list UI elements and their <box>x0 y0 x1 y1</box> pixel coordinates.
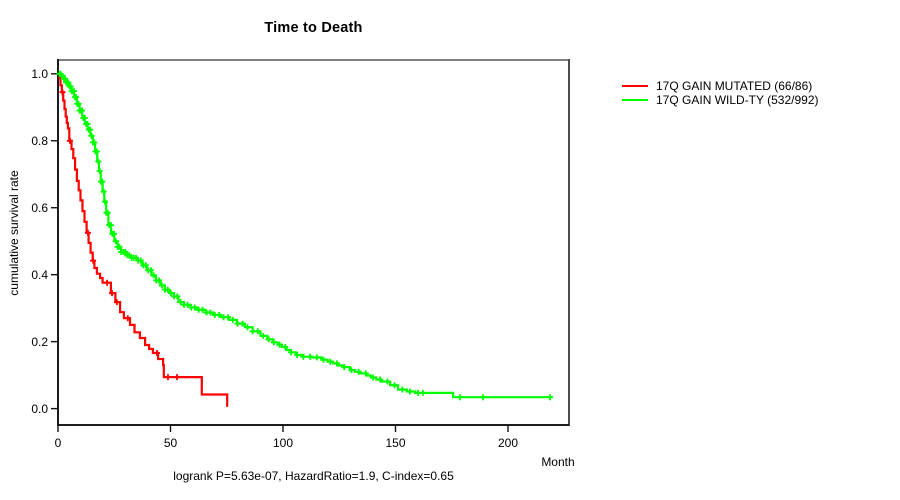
stats-annotation: logrank P=5.63e-07, HazardRatio=1.9, C-i… <box>173 469 454 483</box>
x-axis-label: Month <box>541 455 575 469</box>
censor-ticks-mutated <box>59 89 180 381</box>
x-tick-label: 200 <box>497 436 519 450</box>
legend-item: 17Q GAIN MUTATED (66/86) <box>622 79 819 93</box>
censor-ticks-wildtype <box>56 70 554 401</box>
y-tick-label: 0.0 <box>31 401 48 416</box>
legend: 17Q GAIN MUTATED (66/86) 17Q GAIN WILD-TY… <box>622 79 819 107</box>
x-tick-label: 0 <box>54 436 62 450</box>
legend-label: 17Q GAIN WILD-TY (532/992) <box>656 93 819 107</box>
legend-line-swatch <box>622 84 648 88</box>
survival-curve-wildtype <box>58 72 551 399</box>
y-tick-label: 0.6 <box>31 200 48 215</box>
legend-item: 17Q GAIN WILD-TY (532/992) <box>622 93 819 107</box>
y-tick-label: 1.0 <box>31 66 48 81</box>
x-tick-label: 150 <box>385 436 406 450</box>
legend-line-swatch <box>622 98 648 102</box>
legend-label: 17Q GAIN MUTATED (66/86) <box>656 79 813 93</box>
x-tick-label: 50 <box>163 436 178 450</box>
y-tick-label: 0.2 <box>31 334 48 349</box>
y-tick-label: 0.8 <box>31 133 48 148</box>
plot-box <box>57 59 570 426</box>
survival-curve-mutated <box>58 72 229 407</box>
y-tick-label: 0.4 <box>31 267 48 282</box>
x-tick-label: 100 <box>272 436 294 450</box>
chart-title: Time to Death <box>264 20 363 36</box>
